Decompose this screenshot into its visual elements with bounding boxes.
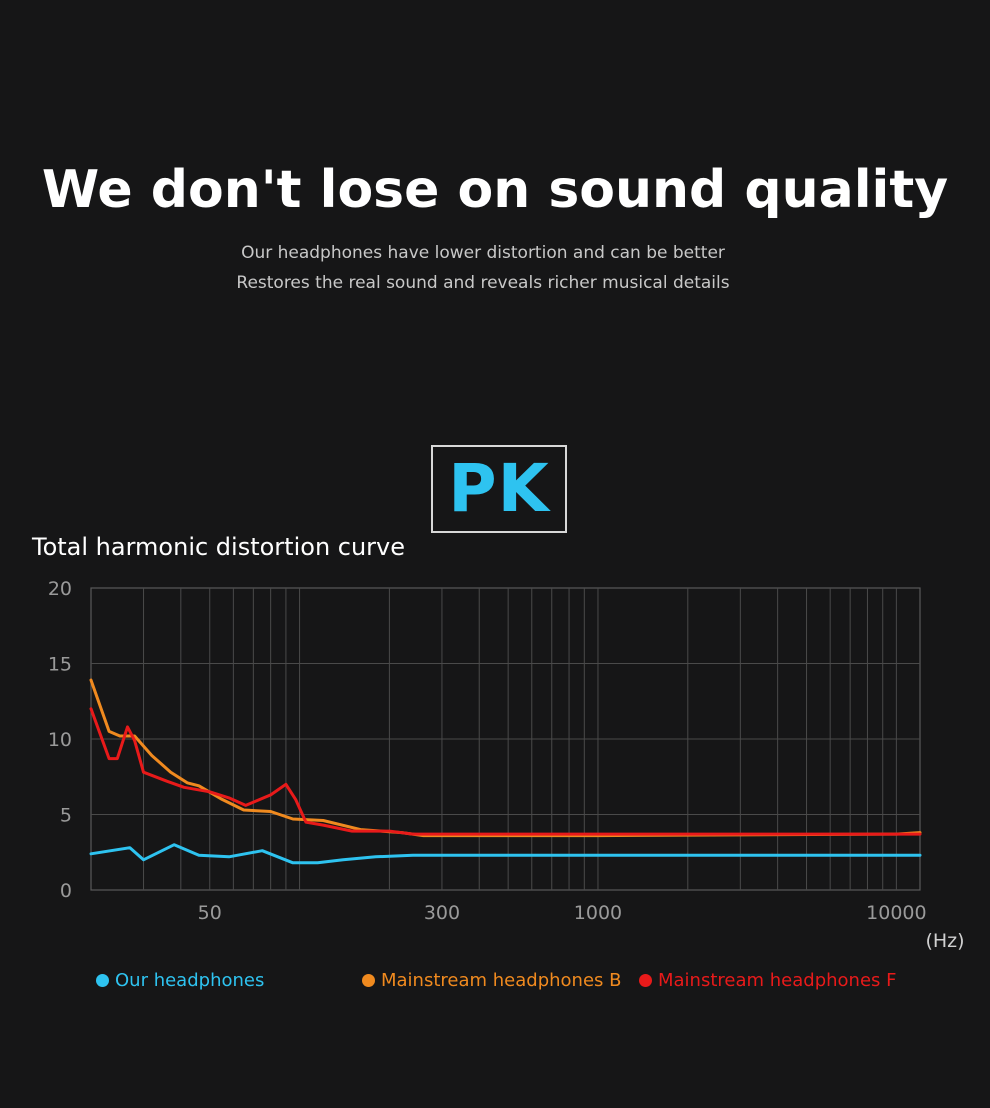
legend-label-mainstream-f: Mainstream headphones F — [658, 970, 897, 991]
x-axis-label: (Hz) — [925, 930, 964, 952]
chart-series — [89, 678, 922, 865]
y-tick-label: 5 — [60, 805, 72, 827]
legend-label-our-headphones: Our headphones — [115, 970, 265, 991]
legend-dot-mainstream-b — [362, 974, 375, 987]
chart-title: Total harmonic distortion curve — [32, 533, 406, 561]
chart-axes: 0 5 10 15 20 50 300 1000 10000 (Hz) — [48, 578, 965, 952]
series-line-0 — [89, 843, 922, 865]
headline: We don't lose on sound quality — [41, 160, 949, 220]
subheadline-line-1: Our headphones have lower distortion and… — [241, 243, 725, 263]
x-tick-label: 1000 — [574, 902, 622, 924]
x-tick-label: 10000 — [866, 902, 926, 924]
y-tick-label: 15 — [48, 654, 72, 676]
chart-grid — [90, 587, 921, 891]
y-tick-label: 20 — [48, 578, 72, 600]
series-line-2 — [89, 707, 922, 836]
pk-badge: PK — [431, 445, 567, 533]
legend-label-mainstream-b: Mainstream headphones B — [381, 970, 622, 991]
pk-badge-text: PK — [448, 450, 550, 527]
legend-dot-mainstream-f — [639, 974, 652, 987]
subheadline-line-2: Restores the real sound and reveals rich… — [236, 273, 730, 293]
y-tick-label: 10 — [48, 729, 72, 751]
x-tick-label: 300 — [424, 902, 460, 924]
legend-dot-our-headphones — [96, 974, 109, 987]
legend-item-our-headphones: Our headphones — [96, 970, 264, 991]
distortion-chart: 0 5 10 15 20 50 300 1000 10000 (Hz) — [48, 578, 965, 952]
legend-item-mainstream-f: Mainstream headphones F — [639, 970, 897, 991]
series-line-1 — [89, 678, 922, 838]
legend-item-mainstream-b: Mainstream headphones B — [362, 970, 622, 991]
x-tick-label: 50 — [198, 902, 222, 924]
y-tick-label: 0 — [60, 880, 72, 902]
